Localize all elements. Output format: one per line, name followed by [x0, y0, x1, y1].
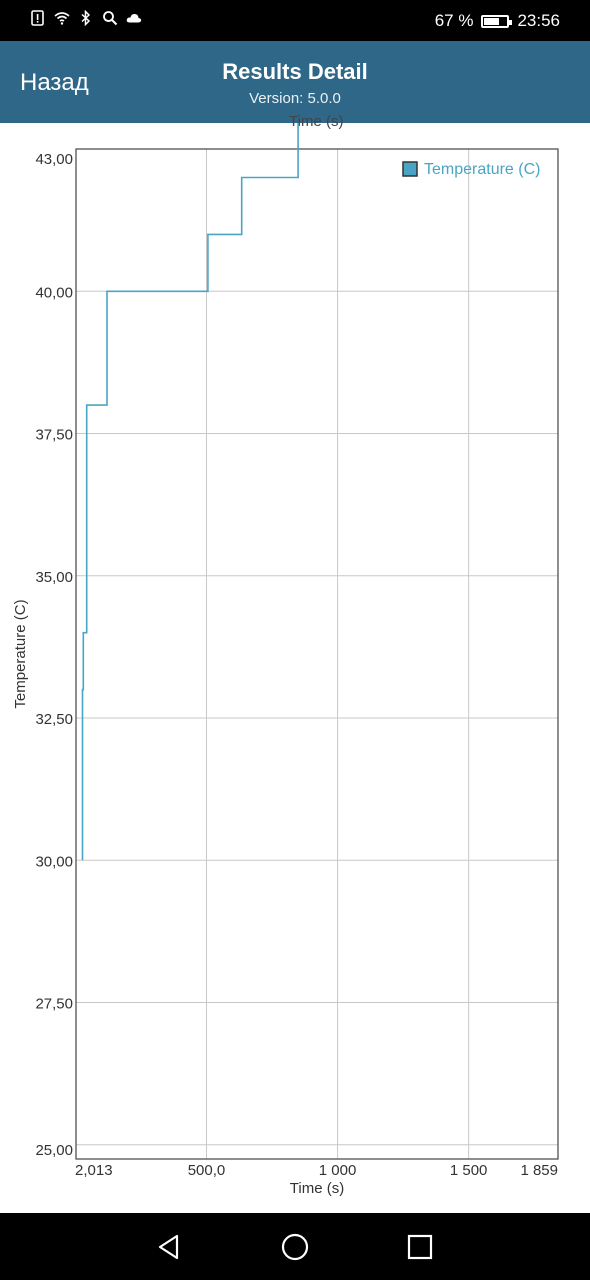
alert-icon — [31, 10, 44, 26]
y-tick-label: 37,50 — [35, 427, 73, 444]
x-tick-labels: 2,013 500,0 1 000 1 500 1 859 — [75, 1162, 558, 1179]
y-axis-title: Temperature (C) — [12, 599, 29, 708]
status-icons — [30, 10, 142, 26]
recents-square-icon[interactable] — [406, 1233, 434, 1261]
cloud-icon — [126, 13, 142, 23]
search-icon — [103, 11, 118, 26]
clock: 23:56 — [517, 11, 560, 30]
grid-lines — [76, 148, 558, 1159]
home-circle-icon[interactable] — [280, 1232, 310, 1262]
system-nav-bar — [0, 1213, 590, 1280]
y-tick-label: 40,00 — [35, 284, 73, 301]
y-tick-label: 25,00 — [35, 1142, 73, 1159]
y-tick-label: 43,00 — [35, 151, 73, 168]
clipped-axis-title: Time (s) — [289, 113, 344, 130]
plot-border — [75, 148, 559, 1160]
x-tick-label: 500,0 — [188, 1162, 226, 1179]
wifi-icon — [54, 12, 70, 25]
legend[interactable]: Temperature (C) — [402, 161, 540, 178]
legend-swatch — [402, 161, 418, 177]
x-axis-title: Time (s) — [290, 1180, 344, 1197]
series-temperature — [81, 123, 299, 861]
battery-icon — [481, 14, 513, 28]
y-tick-label: 30,00 — [35, 853, 73, 870]
x-tick-label: 1 000 — [319, 1162, 357, 1179]
x-tick-label: 1 859 — [520, 1162, 558, 1179]
battery-percent: 67 % — [434, 11, 474, 30]
y-tick-labels: 25,00 27,50 30,00 32,50 35,00 37,50 40,00 43,00 — [35, 151, 73, 1159]
status-bar: 67 % 23:56 — [0, 0, 590, 41]
bluetooth-icon — [81, 10, 91, 26]
legend-label: Temperature (C) — [424, 161, 540, 178]
back-button[interactable]: Назад — [20, 69, 89, 96]
app-header: Назад Results Detail Version: 5.0.0 — [0, 41, 590, 123]
status-right: 67 % 23:56 — [435, 11, 560, 31]
y-tick-label: 27,50 — [35, 996, 73, 1013]
back-triangle-icon[interactable] — [155, 1233, 183, 1261]
y-tick-label: 35,00 — [35, 569, 73, 586]
x-tick-label: 1 500 — [450, 1162, 488, 1179]
version-subtitle: Version: 5.0.0 — [249, 90, 341, 107]
x-tick-label: 2,013 — [75, 1162, 113, 1179]
temperature-chart: 25,00 27,50 30,00 32,50 35,00 37,50 40,00 43,00… — [12, 123, 559, 1197]
page-title: Results Detail — [222, 59, 368, 84]
y-tick-label: 32,50 — [35, 711, 73, 728]
